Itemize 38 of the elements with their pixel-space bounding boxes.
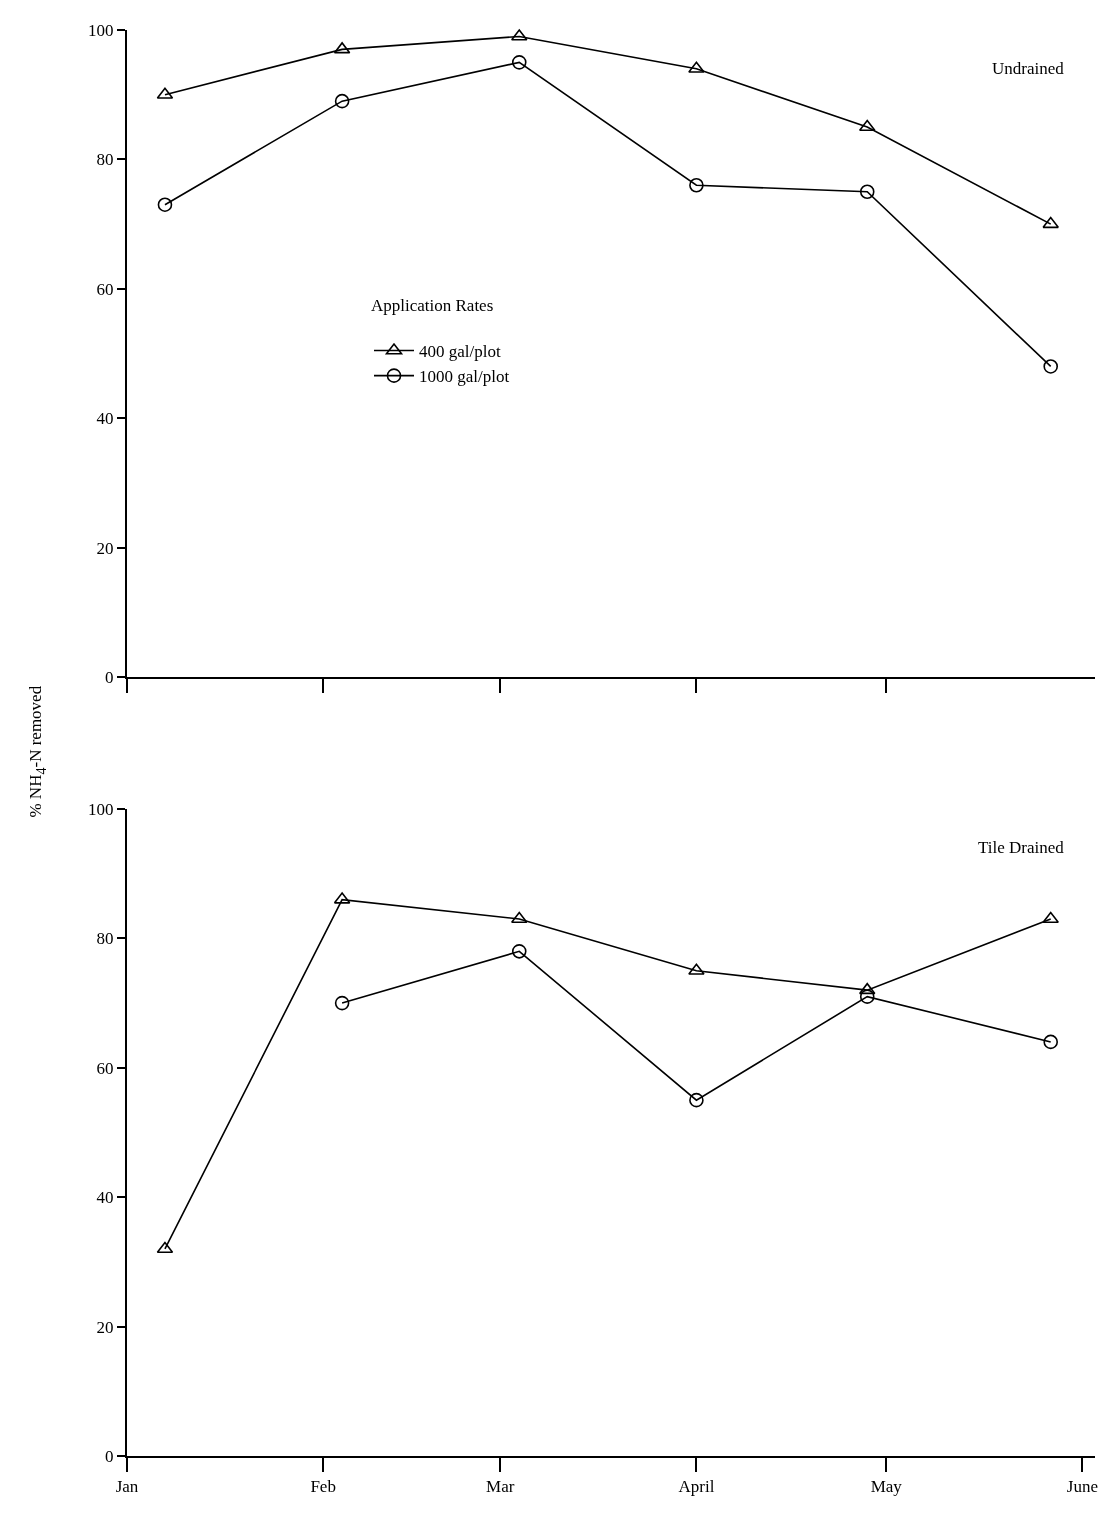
point xyxy=(510,911,528,924)
point xyxy=(1042,216,1060,229)
y-tick-label: 40 xyxy=(96,409,114,429)
legend-label: 400 gal/plot xyxy=(419,342,501,362)
annotation: Tile Drained xyxy=(978,838,1065,857)
x-tick-label: Jan xyxy=(115,1477,139,1497)
y-tick-label: 60 xyxy=(96,1058,114,1078)
point xyxy=(157,197,173,212)
point xyxy=(334,93,350,109)
point xyxy=(511,55,527,70)
x-tick-label: Feb xyxy=(310,1477,336,1497)
point xyxy=(334,995,350,1011)
y-tick-label: 80 xyxy=(96,929,114,949)
y-tick-label: 100 xyxy=(88,799,114,819)
point xyxy=(689,1092,704,1108)
point xyxy=(689,177,704,193)
y-tick-label: 0 xyxy=(105,1446,114,1466)
point xyxy=(1043,1034,1059,1050)
point xyxy=(1042,911,1060,924)
legend-label: 1000 gal/plot xyxy=(419,367,510,387)
y-tick-label: 20 xyxy=(96,1317,114,1337)
y-tick-label: 60 xyxy=(96,279,114,299)
legend-title: Application Rates xyxy=(371,295,494,315)
annotation: Undrained xyxy=(992,59,1065,78)
x-tick-label: June xyxy=(1066,1477,1098,1497)
point xyxy=(688,61,705,73)
x-tick-label: Mar xyxy=(486,1477,515,1497)
point xyxy=(156,1241,174,1254)
y-tick-label: 20 xyxy=(96,538,114,558)
point xyxy=(1043,359,1059,374)
y-tick-label: 0 xyxy=(105,667,114,687)
y-tick-label: 80 xyxy=(96,150,114,170)
point xyxy=(511,944,527,959)
x-tick-label: April xyxy=(678,1477,715,1497)
y-tick-label: 40 xyxy=(96,1188,114,1208)
y-tick-label: 100 xyxy=(88,20,114,40)
point xyxy=(688,963,705,975)
x-tick-label: May xyxy=(870,1477,903,1497)
